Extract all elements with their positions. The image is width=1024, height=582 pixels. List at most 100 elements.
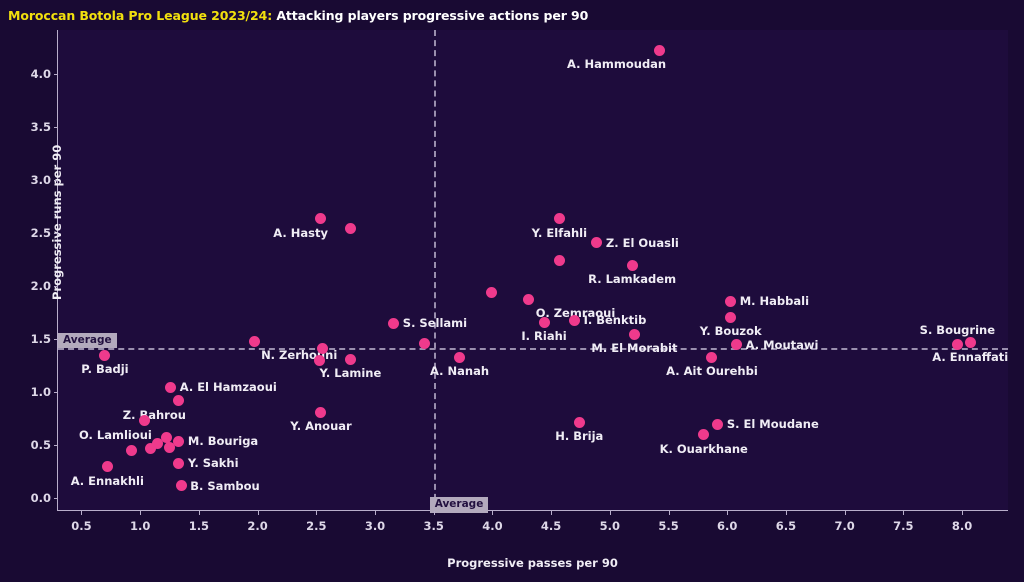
x-axis-tick	[81, 511, 83, 515]
data-point-label: Y. Elfahli	[531, 225, 588, 240]
y-axis-tick-label: 3.0	[30, 173, 51, 188]
data-point-label: P. Badji	[81, 362, 129, 377]
data-point-label: Y. Lamine	[319, 366, 382, 381]
data-point-label: S. Sellami	[402, 316, 468, 331]
x-axis-tick	[198, 511, 200, 515]
data-point[interactable]	[951, 339, 963, 351]
y-axis-tick-label: 1.5	[30, 332, 51, 347]
data-point[interactable]	[344, 353, 356, 365]
data-point[interactable]	[523, 293, 535, 305]
chart-title: Moroccan Botola Pro League 2023/24: Atta…	[8, 8, 588, 23]
data-point-label: O. Zemraoui	[535, 306, 616, 321]
average-line-vertical	[433, 30, 436, 510]
data-point[interactable]	[152, 437, 164, 449]
average-label-horizontal: Average	[58, 332, 117, 349]
data-point[interactable]	[126, 445, 138, 457]
data-point[interactable]	[173, 435, 185, 447]
x-axis-tick-label: 4.0	[482, 519, 503, 533]
data-point[interactable]	[626, 259, 638, 271]
data-point-label: A. Ait Ourehbi	[666, 364, 758, 379]
x-axis-tick-label: 6.0	[717, 519, 738, 533]
y-axis-tick	[54, 445, 58, 447]
y-axis-tick	[54, 392, 58, 394]
data-point-label: M. Bouriga	[187, 434, 259, 449]
plot-inner: Average Average A. Hammoudan A. Hasty Y. Elf…	[58, 30, 1009, 513]
data-point-label: A. Hammoudan	[567, 57, 667, 72]
data-point[interactable]	[706, 351, 718, 363]
x-axis-tick-label: 0.5	[71, 519, 92, 533]
data-point[interactable]	[712, 418, 724, 430]
x-axis-tick-label: 3.0	[364, 519, 386, 533]
data-point-label: R. Lamkadem	[588, 272, 677, 287]
data-point-label: H. Brija	[555, 429, 604, 443]
x-axis-tick	[316, 511, 318, 515]
data-point-label: A. El Hamzaoui	[179, 380, 277, 395]
data-point[interactable]	[388, 317, 400, 329]
data-point[interactable]	[101, 461, 113, 472]
data-point[interactable]	[139, 415, 151, 427]
chart-title-rest: Attacking players progressive actions pe…	[272, 8, 589, 23]
data-point[interactable]	[316, 343, 328, 355]
data-point[interactable]	[164, 441, 176, 453]
data-point[interactable]	[160, 432, 172, 444]
data-point[interactable]	[315, 406, 327, 418]
x-axis-tick-label: 1.0	[129, 519, 151, 533]
data-point[interactable]	[553, 255, 565, 267]
data-point[interactable]	[653, 44, 665, 56]
data-point[interactable]	[538, 316, 550, 328]
x-axis-tick-label: 3.5	[423, 519, 444, 533]
data-point[interactable]	[573, 416, 585, 428]
x-axis-tick	[609, 511, 611, 515]
data-point-label: Z. El Ouasli	[605, 235, 679, 250]
data-point-label: S. El Moudane	[726, 417, 819, 432]
data-point-label: Z. Bahrou	[122, 407, 186, 422]
x-axis-tick-label: 2.5	[306, 519, 327, 533]
x-axis-tick-label: 5.5	[658, 519, 679, 533]
data-point[interactable]	[725, 295, 737, 307]
data-point[interactable]	[628, 328, 640, 340]
data-point[interactable]	[165, 381, 177, 393]
x-axis-title: Progressive passes per 90	[447, 556, 618, 570]
x-axis-tick-label: 5.0	[599, 519, 620, 533]
data-point-label: O. Lamlioui	[78, 427, 152, 442]
data-point[interactable]	[454, 351, 466, 363]
data-point[interactable]	[315, 213, 327, 225]
y-axis-tick	[54, 180, 58, 182]
data-point[interactable]	[175, 480, 187, 492]
x-axis-tick	[140, 511, 142, 515]
data-point-label: M. Habbali	[739, 294, 810, 309]
y-axis-tick	[54, 498, 58, 500]
data-point[interactable]	[725, 311, 737, 323]
y-axis-tick-label: 2.5	[30, 226, 51, 241]
data-point[interactable]	[731, 339, 743, 351]
x-axis-tick-label: 2.0	[247, 519, 268, 533]
y-axis-tick-label: 4.0	[30, 67, 51, 82]
data-point[interactable]	[964, 337, 976, 349]
data-point[interactable]	[344, 222, 356, 234]
data-point[interactable]	[145, 442, 157, 454]
x-axis-tick-label: 4.5	[540, 519, 562, 533]
data-point[interactable]	[99, 349, 111, 361]
x-axis-tick	[375, 511, 376, 515]
data-point[interactable]	[248, 335, 260, 347]
data-point[interactable]	[173, 395, 185, 407]
x-axis-tick-label: 8.0	[951, 519, 973, 533]
data-point-label: Y. Sakhi	[187, 456, 239, 471]
y-axis-title: Progressive runs per 90	[50, 144, 64, 300]
data-point[interactable]	[591, 237, 603, 249]
x-axis-tick	[785, 511, 787, 515]
data-point[interactable]	[698, 429, 710, 441]
data-point-label: Y. Bouzok	[699, 324, 762, 339]
data-point[interactable]	[569, 314, 581, 326]
data-point[interactable]	[485, 287, 497, 299]
data-point[interactable]	[314, 355, 326, 367]
data-point-label: A. Ennaffati	[932, 349, 1009, 364]
y-axis-tick-label: 1.0	[30, 385, 51, 400]
data-point[interactable]	[553, 213, 565, 225]
data-point[interactable]	[418, 338, 430, 350]
data-point[interactable]	[173, 457, 185, 469]
y-axis-tick	[54, 233, 58, 235]
data-point-label: A. Nanah	[430, 364, 490, 379]
x-axis-tick	[433, 511, 435, 515]
data-point-label: N. Zerhouni	[261, 348, 338, 363]
